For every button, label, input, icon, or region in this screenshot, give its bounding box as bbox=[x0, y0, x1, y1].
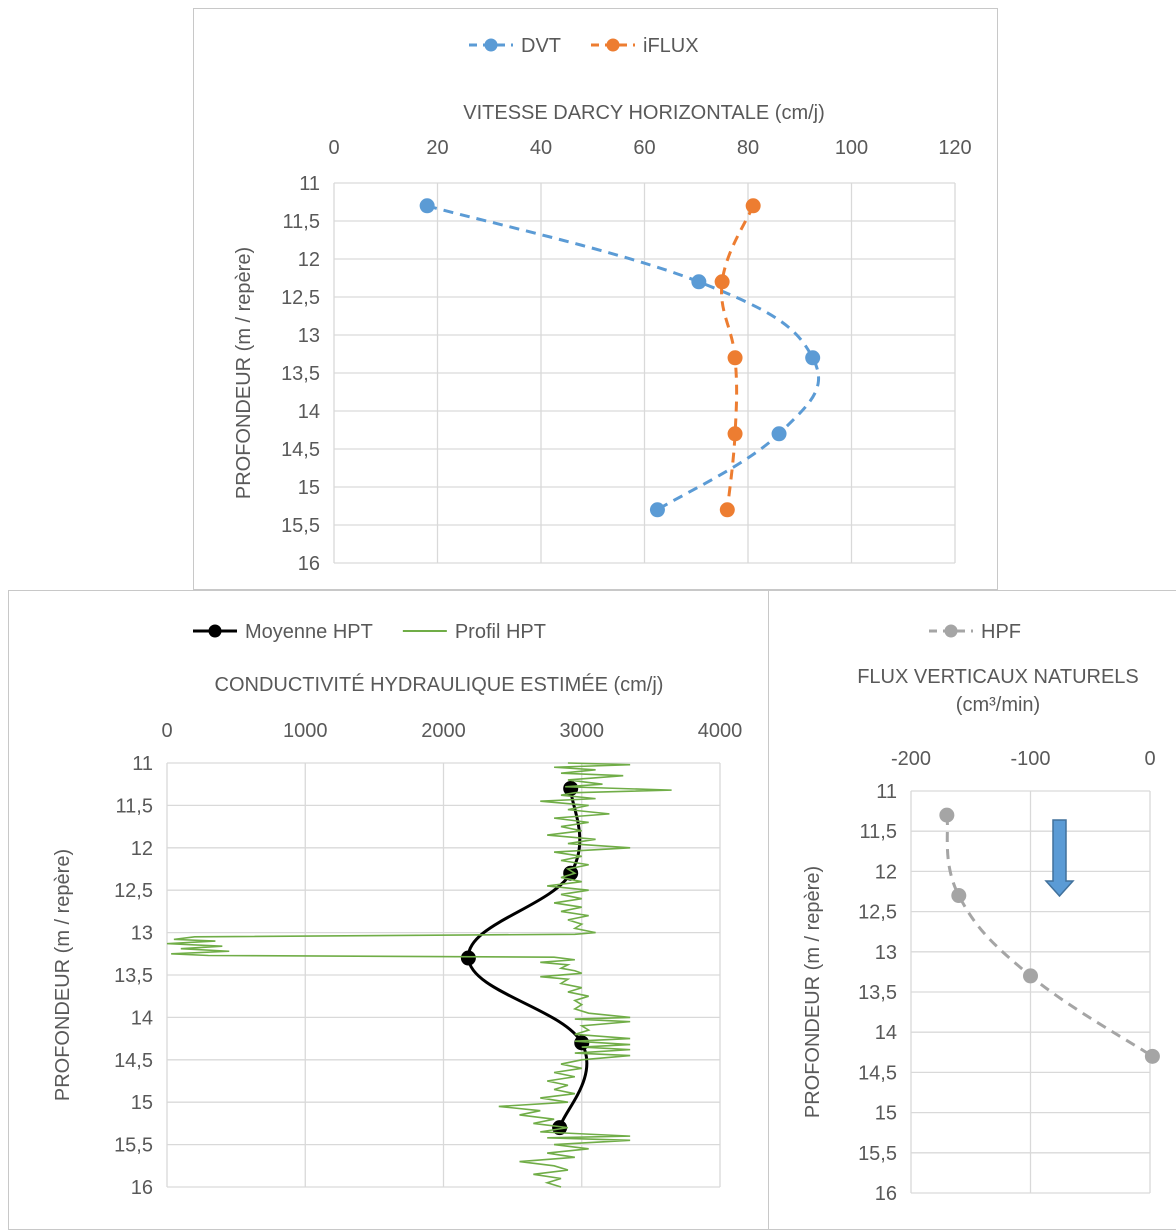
y-tick-label: 12 bbox=[131, 838, 153, 860]
data-point bbox=[939, 807, 955, 823]
y-tick-label: 12,5 bbox=[858, 902, 897, 924]
data-point bbox=[727, 350, 743, 366]
x-tick-label: 0 bbox=[1144, 748, 1155, 770]
data-point bbox=[691, 274, 707, 290]
downward-arrow-icon bbox=[1044, 819, 1075, 898]
legend-marker-0 bbox=[944, 624, 958, 638]
legend-label-0: Moyenne HPT bbox=[245, 621, 373, 643]
y-axis-label: PROFONDEUR (m / repère) bbox=[52, 849, 74, 1101]
y-tick-label: 16 bbox=[131, 1177, 153, 1199]
x-tick-label: 2000 bbox=[421, 720, 466, 742]
y-tick-label: 13,5 bbox=[858, 982, 897, 1004]
data-point bbox=[460, 950, 476, 966]
y-tick-label: 15 bbox=[298, 477, 320, 499]
x-tick-label: 4000 bbox=[698, 720, 743, 742]
y-tick-label: 16 bbox=[875, 1183, 897, 1205]
y-tick-label: 14,5 bbox=[114, 1050, 153, 1072]
data-point bbox=[419, 198, 435, 214]
y-tick-label: 14 bbox=[131, 1007, 153, 1029]
y-tick-label: 16 bbox=[298, 553, 320, 575]
series-line-0 bbox=[426, 204, 821, 512]
y-tick-label: 12,5 bbox=[114, 880, 153, 902]
y-tick-label: 15,5 bbox=[114, 1135, 153, 1157]
series-line-0 bbox=[466, 788, 589, 1129]
x-tick-label: 100 bbox=[835, 137, 868, 159]
x-tick-label: -200 bbox=[891, 748, 931, 770]
y-tick-label: 15 bbox=[875, 1103, 897, 1125]
x-tick-label: 0 bbox=[328, 137, 339, 159]
data-point bbox=[552, 1120, 568, 1136]
x-tick-label: 80 bbox=[737, 137, 759, 159]
x-tick-label: 60 bbox=[633, 137, 655, 159]
data-point bbox=[1144, 1048, 1160, 1064]
y-tick-label: 11 bbox=[132, 753, 153, 775]
y-tick-label: 11,5 bbox=[860, 821, 897, 843]
vertical-flux-chart: HPF FLUX VERTICAUX NATURELS (cm³/min) -200 -… bbox=[802, 621, 1160, 1205]
y-tick-label: 12 bbox=[875, 861, 897, 883]
y-tick-label: 13 bbox=[298, 325, 320, 347]
chart-title: VITESSE DARCY HORIZONTALE (cm/j) bbox=[463, 102, 825, 124]
y-tick-label: 11 bbox=[299, 173, 320, 195]
legend-marker-0 bbox=[208, 624, 222, 638]
data-point bbox=[1023, 968, 1038, 984]
chart-panel-darcy: DVT iFLUX VITESSE DARCY HORIZONTALE (cm/j)… bbox=[193, 8, 998, 590]
data-point bbox=[714, 274, 730, 290]
y-tick-label: 14 bbox=[875, 1022, 897, 1044]
data-point bbox=[805, 350, 821, 366]
data-point bbox=[951, 888, 967, 904]
chart-title-line2: (cm³/min) bbox=[956, 694, 1040, 716]
chart-title: CONDUCTIVITÉ HYDRAULIQUE ESTIMÉE (cm/j) bbox=[215, 673, 664, 696]
y-tick-label: 11,5 bbox=[283, 211, 320, 233]
legend-label-1: iFLUX bbox=[643, 35, 699, 57]
y-tick-label: 13 bbox=[131, 923, 153, 945]
legend-label-0: DVT bbox=[521, 35, 561, 57]
y-tick-label: 11,5 bbox=[116, 795, 153, 817]
x-tick-label: -100 bbox=[1010, 748, 1050, 770]
data-point bbox=[649, 502, 665, 518]
y-axis-label: PROFONDEUR (m / repère) bbox=[802, 866, 824, 1118]
y-tick-label: 13,5 bbox=[281, 363, 320, 385]
legend-marker-0 bbox=[484, 38, 498, 52]
legend-label-0: HPF bbox=[981, 621, 1021, 643]
x-tick-label: 0 bbox=[161, 720, 172, 742]
y-tick-label: 15,5 bbox=[858, 1143, 897, 1165]
data-point bbox=[727, 426, 743, 442]
chart-panel-hpf: HPF FLUX VERTICAUX NATURELS (cm³/min) -200 -… bbox=[768, 590, 1176, 1230]
legend-marker-1 bbox=[606, 38, 620, 52]
data-point bbox=[771, 426, 787, 442]
y-tick-label: 14 bbox=[298, 401, 320, 423]
y-tick-label: 13,5 bbox=[114, 965, 153, 987]
x-tick-label: 20 bbox=[426, 137, 448, 159]
chart-title-line1: FLUX VERTICAUX NATURELS bbox=[857, 666, 1139, 688]
x-tick-label: 1000 bbox=[283, 720, 328, 742]
y-tick-label: 14,5 bbox=[281, 439, 320, 461]
data-point bbox=[745, 198, 761, 214]
y-tick-label: 11 bbox=[876, 781, 897, 803]
series-line-1 bbox=[166, 762, 672, 1188]
y-tick-label: 15,5 bbox=[281, 515, 320, 537]
x-tick-label: 3000 bbox=[560, 720, 605, 742]
y-tick-label: 15 bbox=[131, 1092, 153, 1114]
x-tick-label: 120 bbox=[938, 137, 971, 159]
hydraulic-conductivity-chart: Moyenne HPT Profil HPT CONDUCTIVITÉ HYDRAU… bbox=[52, 621, 743, 1199]
y-tick-label: 12,5 bbox=[281, 287, 320, 309]
y-tick-label: 13 bbox=[875, 942, 897, 964]
chart-panel-hpt: Moyenne HPT Profil HPT CONDUCTIVITÉ HYDRAU… bbox=[8, 590, 770, 1230]
x-tick-label: 40 bbox=[530, 137, 552, 159]
y-tick-label: 12 bbox=[298, 249, 320, 271]
legend-label-1: Profil HPT bbox=[455, 621, 546, 643]
y-axis-label: PROFONDEUR (m / repère) bbox=[233, 247, 255, 499]
data-point bbox=[719, 502, 735, 518]
y-tick-label: 14,5 bbox=[858, 1062, 897, 1084]
darcy-velocity-chart: DVT iFLUX VITESSE DARCY HORIZONTALE (cm/j)… bbox=[233, 35, 972, 575]
series-line-0 bbox=[945, 814, 1154, 1058]
data-point bbox=[563, 865, 579, 881]
